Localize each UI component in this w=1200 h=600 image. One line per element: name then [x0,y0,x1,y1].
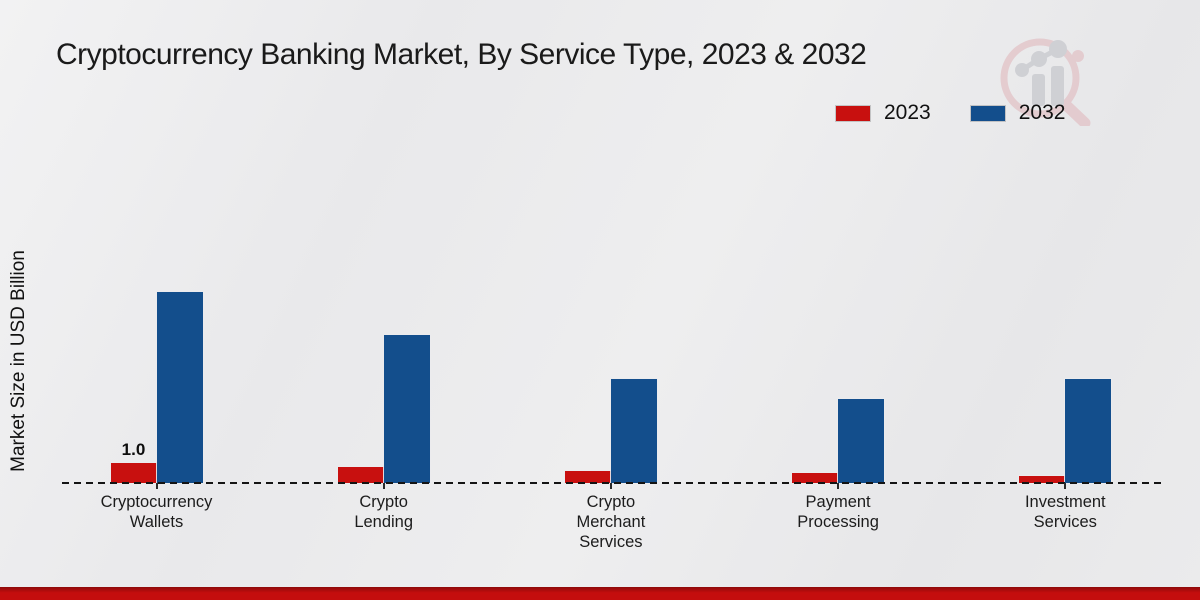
legend-swatch-2023 [836,105,870,121]
bar-2032 [156,292,203,483]
bar-2023 [564,470,611,483]
market-research-logo-icon [1000,38,1091,126]
bar-2032 [383,335,430,483]
chart-title: Cryptocurrency Banking Market, By Servic… [56,38,867,71]
x-axis-tick [155,483,158,489]
plot-area: Cryptocurrency Wallets Crypto Lending Crypto… [62,250,1163,551]
category-label: Crypto Lending [354,493,414,531]
legend-item-2032: 2032 [970,101,1066,125]
x-axis-tick [609,483,612,489]
category-label: Cryptocurrency Wallets [100,493,213,531]
category-label: Crypto Merchant Services [576,493,646,551]
x-axis-tick [837,483,840,489]
bar-2032 [610,378,657,483]
x-axis-tick [1064,483,1067,489]
legend-item-2023: 2023 [836,101,931,125]
y-axis-label: Market Size in USD Billion [8,250,29,472]
legend: 2023 2032 [836,101,1065,125]
legend-swatch-2032 [970,105,1005,121]
bar-2023 [110,462,157,483]
category-label: Investment Services [1024,493,1106,531]
legend-label-2023: 2023 [884,101,931,124]
x-axis-baseline [62,482,1163,484]
legend-label-2032: 2032 [1018,101,1066,124]
bar-2032 [1065,378,1112,483]
bar-2023 [792,472,839,483]
bar-2023 [337,466,384,483]
bar-2032 [838,399,885,483]
category-label: Payment Processing [797,493,879,531]
bar-2023 [1019,475,1066,483]
bar-value-label: 1.0 [121,439,146,459]
footer-accent-band [0,587,1200,600]
x-axis-tick [382,483,385,489]
